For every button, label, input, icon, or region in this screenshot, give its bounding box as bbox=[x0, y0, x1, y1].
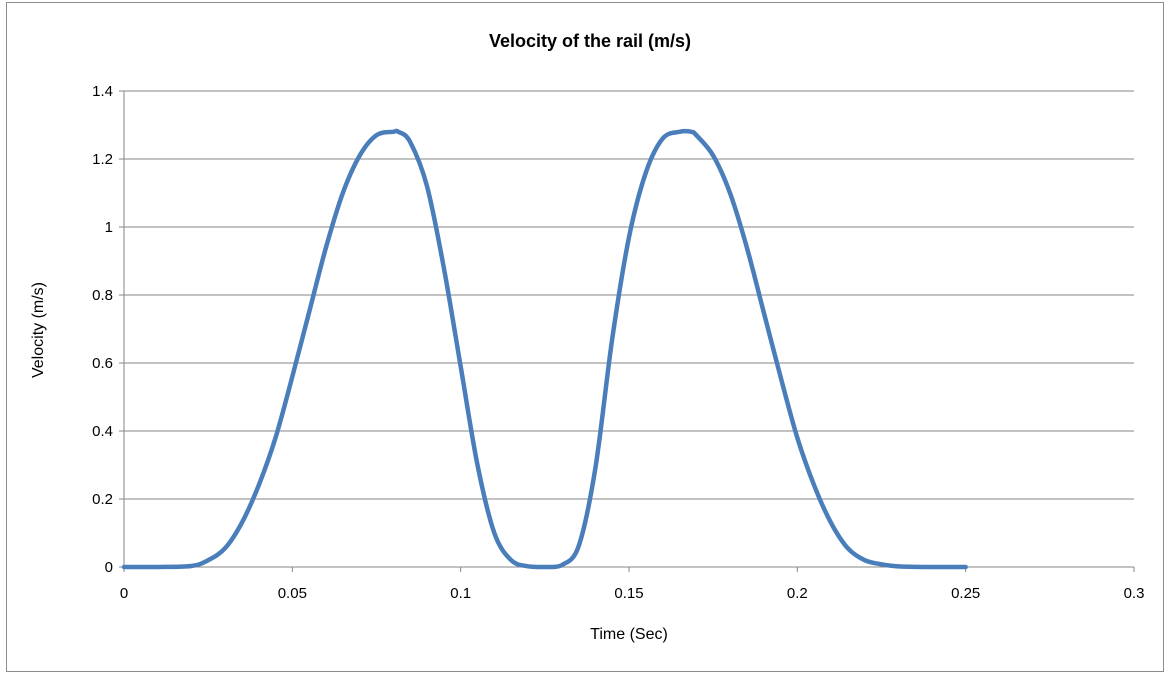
x-tick-label: 0 bbox=[120, 585, 128, 602]
y-axis-title: Velocity (m/s) bbox=[30, 282, 47, 378]
x-ticks: 0 0.05 0.1 0.15 0.2 0.25 0.3 bbox=[120, 567, 1145, 602]
x-tick-label: 0.15 bbox=[614, 585, 643, 602]
y-ticks: 0 0.2 0.4 0.6 0.8 1 1.2 1.4 bbox=[92, 83, 124, 576]
x-tick-label: 0.25 bbox=[951, 585, 980, 602]
chart-title: Velocity of the rail (m/s) bbox=[489, 31, 691, 51]
x-tick-label: 0.2 bbox=[787, 585, 808, 602]
y-tick-label: 0.4 bbox=[92, 423, 113, 440]
y-tick-label: 0 bbox=[105, 559, 113, 576]
x-tick-label: 0.05 bbox=[278, 585, 307, 602]
chart-frame bbox=[6, 2, 1164, 672]
x-tick-label: 0.1 bbox=[450, 585, 471, 602]
y-tick-label: 0.2 bbox=[92, 491, 113, 508]
series-line-0 bbox=[121, 128, 968, 570]
axes bbox=[123, 91, 1134, 568]
y-tick-label: 1.4 bbox=[92, 83, 113, 100]
y-tick-label: 0.6 bbox=[92, 355, 113, 372]
y-tick-label: 1 bbox=[105, 219, 113, 236]
x-axis-title: Time (Sec) bbox=[590, 626, 668, 643]
x-tick-label: 0.3 bbox=[1124, 585, 1145, 602]
y-tick-label: 1.2 bbox=[92, 151, 113, 168]
y-tick-label: 0.8 bbox=[92, 287, 113, 304]
series-layer bbox=[121, 128, 968, 570]
